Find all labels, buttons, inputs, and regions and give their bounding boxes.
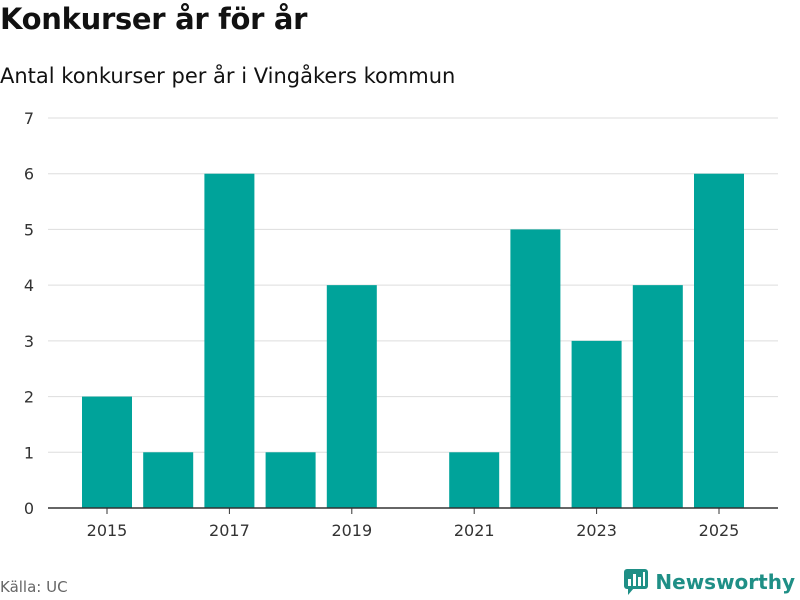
bar-chart-chat-icon bbox=[624, 569, 649, 595]
bar-2019 bbox=[326, 285, 377, 508]
chart-title: Konkurser år för år bbox=[0, 2, 308, 36]
x-tick-label-2025: 2025 bbox=[699, 521, 740, 540]
y-tick-label-4: 4 bbox=[24, 276, 34, 295]
source-note: Källa: UC bbox=[0, 578, 68, 596]
x-tick-label-2015: 2015 bbox=[87, 521, 128, 540]
x-tick-label-2017: 2017 bbox=[209, 521, 250, 540]
y-tick-label-0: 0 bbox=[24, 499, 34, 518]
bar-2015 bbox=[82, 396, 132, 508]
y-tick-label-5: 5 bbox=[24, 220, 34, 239]
bar-2017 bbox=[204, 173, 255, 508]
bar-2022 bbox=[510, 229, 561, 508]
chart-subtitle: Antal konkurser per år i Vingåkers kommu… bbox=[0, 64, 456, 88]
y-tick-label-1: 1 bbox=[24, 443, 34, 462]
bar-chart: 0 1 2 3 4 5 6 7 2015 2017 2019 2021 2023 2025 bbox=[24, 109, 778, 540]
bar-2016 bbox=[143, 452, 194, 508]
bar-2021 bbox=[449, 452, 500, 508]
bar-2023 bbox=[571, 340, 622, 508]
brand-name: Newsworthy bbox=[655, 570, 795, 594]
x-tick-label-2019: 2019 bbox=[331, 521, 372, 540]
bar-2018 bbox=[265, 452, 316, 508]
x-tick-label-2021: 2021 bbox=[454, 521, 495, 540]
x-tick-label-2023: 2023 bbox=[576, 521, 617, 540]
y-tick-label-3: 3 bbox=[24, 332, 34, 351]
y-tick-label-2: 2 bbox=[24, 388, 34, 407]
bar-2024 bbox=[632, 285, 683, 508]
y-tick-label-6: 6 bbox=[24, 165, 34, 184]
bar-2025 bbox=[694, 173, 744, 508]
y-tick-label-7: 7 bbox=[24, 109, 34, 128]
brand-logo[interactable]: Newsworthy bbox=[623, 568, 795, 596]
